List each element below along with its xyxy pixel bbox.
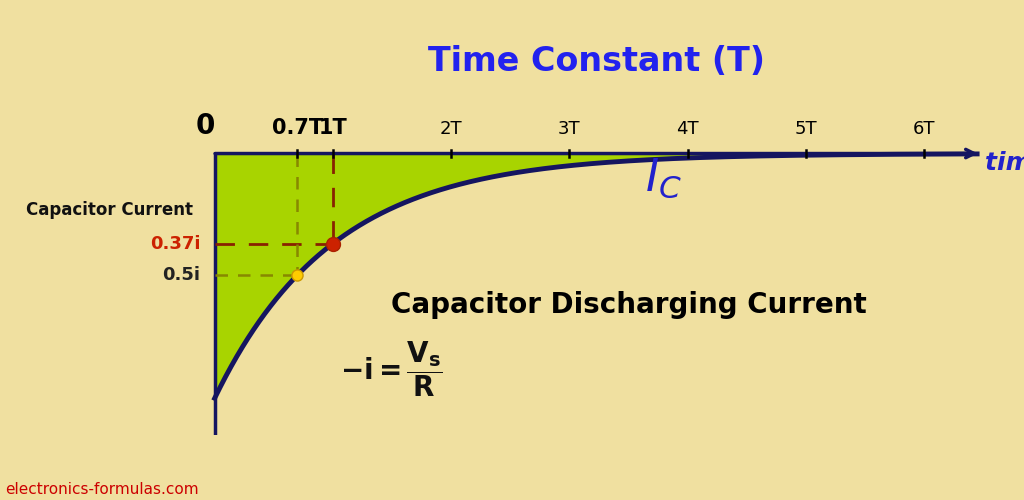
Text: time, t: time, t bbox=[985, 152, 1024, 176]
Text: 0.37i: 0.37i bbox=[150, 234, 201, 252]
Text: 0.7T: 0.7T bbox=[271, 118, 323, 138]
Text: 3T: 3T bbox=[558, 120, 581, 138]
Text: electronics-formulas.com: electronics-formulas.com bbox=[5, 482, 199, 498]
Text: Capacitor Current: Capacitor Current bbox=[26, 201, 193, 219]
Text: Capacitor Discharging Current: Capacitor Discharging Current bbox=[390, 292, 866, 320]
Text: 5T: 5T bbox=[795, 120, 817, 138]
Text: 1T: 1T bbox=[318, 118, 347, 138]
Text: 4T: 4T bbox=[676, 120, 698, 138]
Text: $\mathbf{-i = \dfrac{V_s}{R}}$: $\mathbf{-i = \dfrac{V_s}{R}}$ bbox=[341, 339, 443, 398]
Text: 6T: 6T bbox=[912, 120, 935, 138]
Text: 0: 0 bbox=[196, 112, 215, 140]
Text: 2T: 2T bbox=[439, 120, 463, 138]
Text: $I_C$: $I_C$ bbox=[645, 156, 682, 200]
Title: Time Constant (T): Time Constant (T) bbox=[428, 45, 765, 78]
Text: 0.5i: 0.5i bbox=[163, 266, 201, 284]
